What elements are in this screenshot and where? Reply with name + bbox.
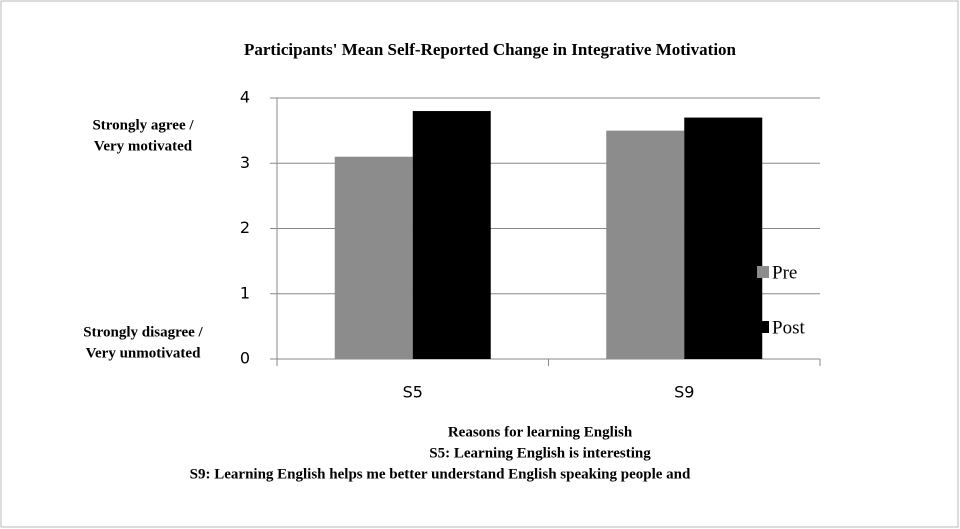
x-axis-label: Reasons for learning English	[448, 424, 633, 440]
y-annotation: Strongly agree /	[92, 117, 194, 133]
bar	[684, 117, 763, 359]
legend-swatch	[757, 266, 769, 278]
x-tick-label: S5	[403, 383, 423, 402]
y-annotation: Very motivated	[94, 138, 193, 154]
bar	[412, 111, 491, 359]
bar	[606, 130, 685, 359]
y-tick-label: 2	[240, 218, 250, 237]
legend-swatch	[757, 321, 769, 333]
bar	[334, 156, 413, 359]
x-axis-label: S9: Learning English helps me better und…	[190, 466, 691, 482]
legend-label: Post	[772, 317, 805, 338]
y-tick-label: 1	[240, 283, 250, 302]
chart-title: Participants' Mean Self-Reported Change …	[244, 40, 737, 59]
x-tick-label: S9	[674, 383, 694, 402]
y-annotation: Very unmotivated	[86, 345, 202, 361]
legend-label: Pre	[772, 262, 797, 283]
x-axis-label: S5: Learning English is interesting	[429, 445, 651, 461]
y-tick-label: 3	[240, 153, 250, 172]
y-tick-label: 4	[240, 88, 250, 107]
y-annotation: Strongly disagree /	[83, 324, 203, 340]
y-tick-label: 0	[240, 349, 250, 368]
